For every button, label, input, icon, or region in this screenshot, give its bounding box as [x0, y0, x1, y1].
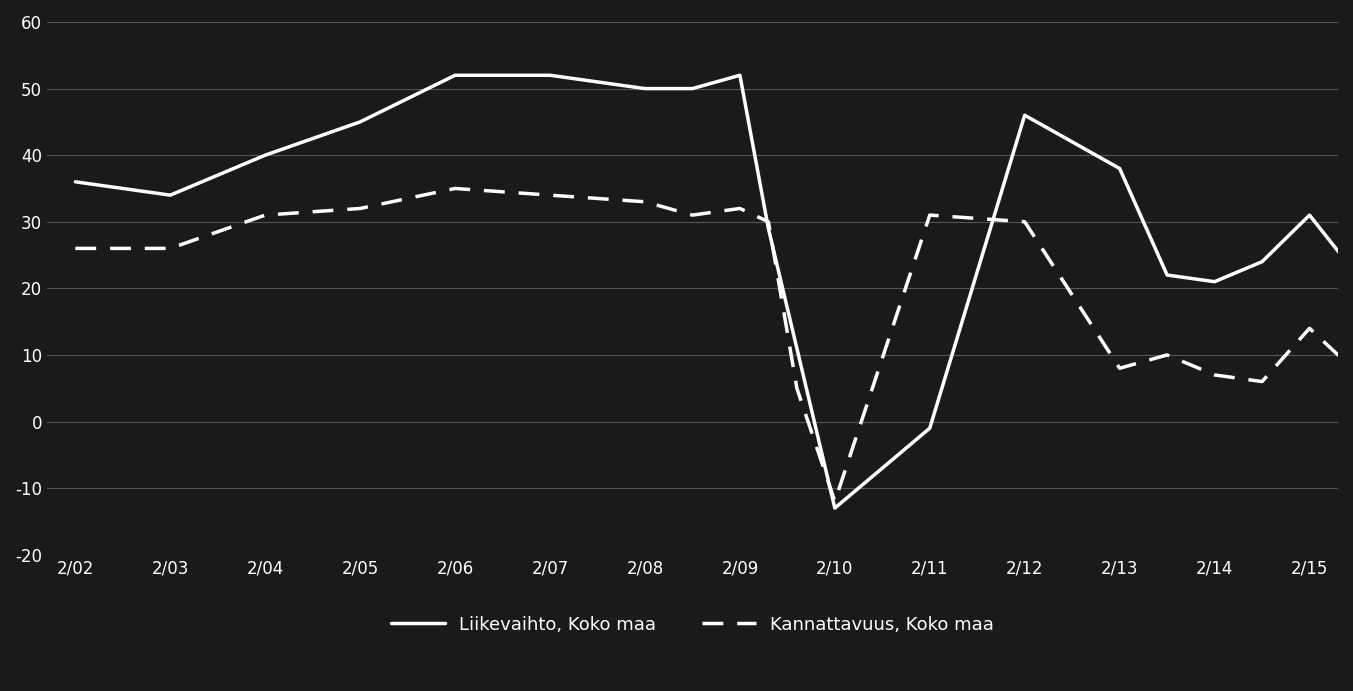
Kannattavuus, Koko maa [1160, 351, 1176, 359]
Liikevaihto, Koko maa [685, 84, 701, 93]
Liikevaihto, Koko maa [68, 178, 84, 186]
Kannattavuus, Koko maa [1254, 377, 1270, 386]
Kannattavuus, Koko maa [68, 244, 84, 252]
Liikevaihto, Koko maa [162, 191, 179, 199]
Kannattavuus, Koko maa [732, 205, 748, 213]
Liikevaihto, Koko maa [1254, 258, 1270, 266]
Liikevaihto, Koko maa [1207, 278, 1223, 286]
Kannattavuus, Koko maa [760, 218, 777, 226]
Liikevaihto, Koko maa [637, 84, 653, 93]
Liikevaihto, Koko maa [1160, 271, 1176, 279]
Liikevaihto, Koko maa [1302, 211, 1318, 219]
Liikevaihto, Koko maa [827, 504, 843, 512]
Liikevaihto, Koko maa [760, 225, 777, 233]
Liikevaihto, Koko maa [446, 71, 463, 79]
Kannattavuus, Koko maa [685, 211, 701, 219]
Liikevaihto, Koko maa [543, 71, 559, 79]
Kannattavuus, Koko maa [637, 198, 653, 206]
Kannattavuus, Koko maa [789, 384, 805, 392]
Liikevaihto, Koko maa [1016, 111, 1032, 120]
Kannattavuus, Koko maa [827, 498, 843, 506]
Kannattavuus, Koko maa [543, 191, 559, 199]
Liikevaihto, Koko maa [921, 424, 938, 433]
Kannattavuus, Koko maa [1016, 218, 1032, 226]
Kannattavuus, Koko maa [446, 184, 463, 193]
Liikevaihto, Koko maa [257, 151, 273, 160]
Liikevaihto, Koko maa [1112, 164, 1128, 173]
Line: Liikevaihto, Koko maa: Liikevaihto, Koko maa [76, 75, 1353, 508]
Kannattavuus, Koko maa [1302, 324, 1318, 332]
Kannattavuus, Koko maa [1330, 351, 1346, 359]
Liikevaihto, Koko maa [352, 117, 368, 126]
Kannattavuus, Koko maa [257, 211, 273, 219]
Kannattavuus, Koko maa [352, 205, 368, 213]
Kannattavuus, Koko maa [1112, 364, 1128, 372]
Liikevaihto, Koko maa [732, 71, 748, 79]
Kannattavuus, Koko maa [1349, 324, 1353, 332]
Line: Kannattavuus, Koko maa: Kannattavuus, Koko maa [76, 189, 1353, 502]
Liikevaihto, Koko maa [1349, 271, 1353, 279]
Legend: Liikevaihto, Koko maa, Kannattavuus, Koko maa: Liikevaihto, Koko maa, Kannattavuus, Kok… [384, 608, 1001, 641]
Kannattavuus, Koko maa [921, 211, 938, 219]
Kannattavuus, Koko maa [162, 244, 179, 252]
Kannattavuus, Koko maa [1207, 371, 1223, 379]
